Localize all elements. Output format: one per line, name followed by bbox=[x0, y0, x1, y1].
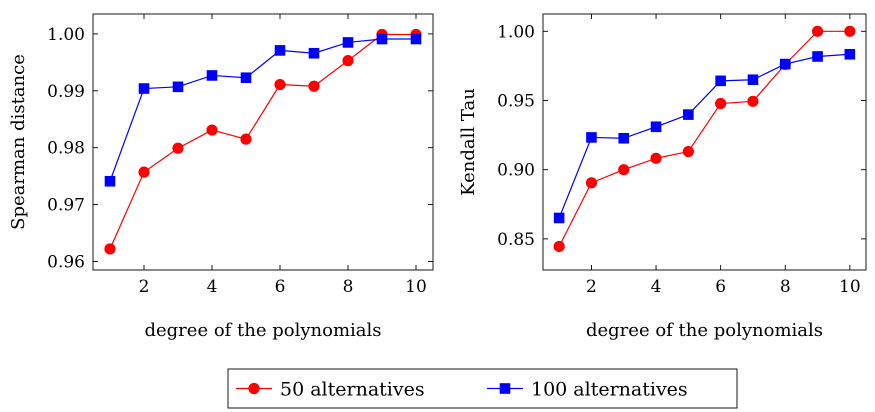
data-point bbox=[308, 47, 320, 59]
data-point bbox=[585, 177, 598, 189]
data-point bbox=[553, 212, 565, 224]
plot-frame bbox=[92, 13, 434, 271]
data-point bbox=[682, 145, 694, 158]
data-point bbox=[811, 25, 824, 37]
data-point bbox=[715, 97, 727, 110]
legend-item: 100 alternatives bbox=[487, 379, 688, 401]
data-point bbox=[553, 240, 565, 253]
y-tick-label: 1.00 bbox=[47, 25, 85, 45]
data-point bbox=[683, 109, 694, 120]
data-point bbox=[342, 55, 354, 67]
data-point bbox=[308, 80, 320, 92]
x-tick-label: 10 bbox=[405, 277, 427, 297]
legend-label: 50 alternatives bbox=[280, 379, 425, 401]
series-line bbox=[109, 33, 416, 250]
data-point bbox=[650, 121, 662, 133]
series-50-alternatives bbox=[553, 25, 856, 253]
x-tick-label: 6 bbox=[275, 277, 286, 297]
data-point bbox=[650, 152, 662, 164]
series-100-alternatives bbox=[104, 33, 422, 187]
legend-item: 50 alternatives bbox=[236, 379, 425, 401]
data-point bbox=[240, 133, 252, 145]
y-axis-label: Kendall Tau bbox=[458, 88, 479, 196]
x-axis-label: degree of the polynomials bbox=[144, 320, 381, 341]
data-point bbox=[206, 124, 218, 136]
y-tick-label: 0.99 bbox=[47, 82, 85, 102]
data-point bbox=[376, 33, 388, 45]
data-point bbox=[274, 45, 286, 56]
x-tick-label: 4 bbox=[207, 277, 218, 297]
data-point bbox=[812, 51, 823, 62]
data-point bbox=[274, 78, 286, 91]
x-tick-label: 4 bbox=[651, 277, 662, 297]
x-tick-label: 10 bbox=[839, 277, 861, 297]
y-axis-label: Spearman distance bbox=[8, 54, 29, 230]
data-point bbox=[104, 243, 116, 255]
data-point bbox=[206, 70, 218, 81]
spearman-chart: 2 4 6 8 10 0.96 0.97 0.98 0.99 1.00 degree of the … bbox=[8, 13, 434, 341]
series-100-alternatives bbox=[553, 48, 856, 224]
x-axis-label: degree of the polynomials bbox=[586, 320, 823, 341]
series-50-alternatives bbox=[104, 28, 422, 255]
legend-box bbox=[227, 368, 738, 409]
data-point bbox=[342, 37, 354, 48]
data-point bbox=[844, 48, 856, 60]
data-point bbox=[172, 142, 184, 154]
data-point bbox=[779, 58, 791, 70]
x-tick-label: 2 bbox=[139, 277, 150, 297]
data-point bbox=[240, 72, 252, 84]
y-tick-label: 0.90 bbox=[497, 161, 535, 181]
x-tick-label: 2 bbox=[586, 277, 597, 297]
data-point bbox=[618, 132, 630, 144]
y-tick-label: 0.96 bbox=[47, 252, 85, 272]
x-tick-label: 6 bbox=[715, 277, 726, 297]
series-line bbox=[558, 53, 850, 219]
data-point bbox=[618, 164, 630, 176]
data-point bbox=[138, 83, 150, 94]
legend: 50 alternatives 100 alternatives bbox=[227, 368, 738, 409]
legend-marker bbox=[499, 383, 511, 394]
data-point bbox=[715, 75, 726, 87]
y-tick-label: 0.85 bbox=[497, 230, 535, 250]
data-point bbox=[586, 132, 597, 143]
data-point bbox=[410, 33, 422, 45]
data-point bbox=[104, 175, 116, 187]
y-tick-label: 0.95 bbox=[497, 91, 535, 111]
y-tick-label: 0.97 bbox=[47, 196, 85, 216]
legend-label: 100 alternatives bbox=[531, 379, 688, 401]
data-point bbox=[844, 25, 856, 37]
x-tick-label: 8 bbox=[780, 277, 791, 297]
data-point bbox=[138, 166, 150, 178]
series-line bbox=[109, 38, 416, 182]
data-point bbox=[172, 81, 184, 93]
x-tick-label: 8 bbox=[343, 277, 354, 297]
series-line bbox=[558, 30, 850, 247]
data-point bbox=[747, 95, 759, 107]
data-point bbox=[747, 74, 759, 86]
kendall-chart: 2 4 6 8 10 0.85 0.90 0.95 1.00 degree of the poly… bbox=[458, 13, 867, 341]
plot-frame bbox=[542, 13, 867, 271]
y-tick-label: 1.00 bbox=[497, 22, 535, 42]
y-tick-label: 0.98 bbox=[47, 139, 85, 159]
legend-marker bbox=[248, 382, 260, 395]
